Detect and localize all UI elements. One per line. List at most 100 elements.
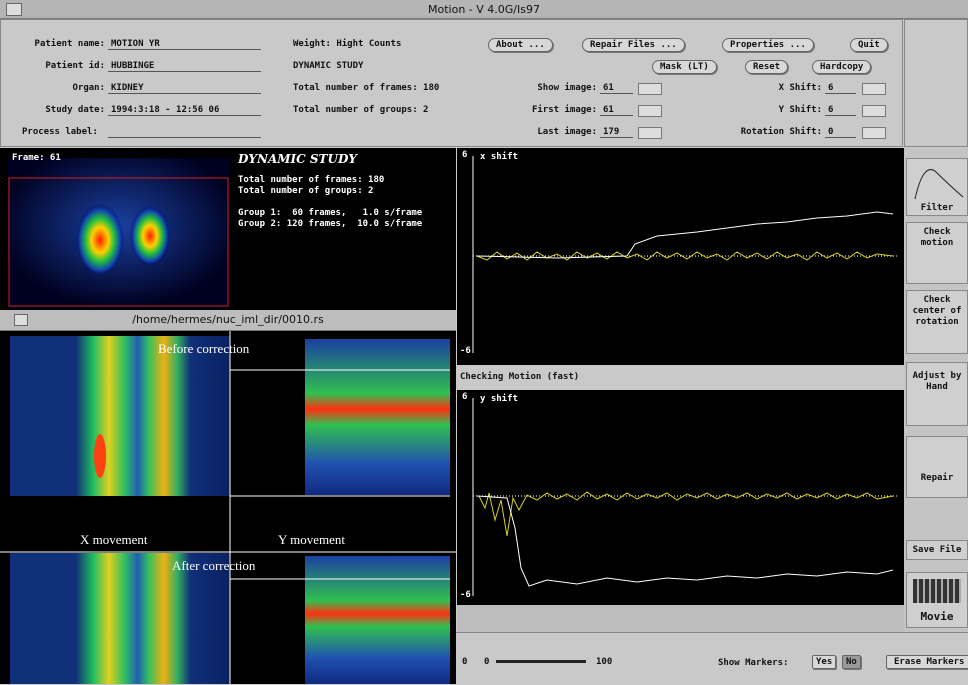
field-value[interactable]: KIDNEY xyxy=(108,83,261,94)
control-label: Rotation Shift: xyxy=(740,127,822,137)
roi-box xyxy=(8,177,229,307)
control-value[interactable]: 179 xyxy=(600,127,633,138)
tool-label: Movie xyxy=(920,610,954,623)
side-panel xyxy=(904,19,968,147)
viewer-line: Group 2: 120 frames, 10.0 s/frame xyxy=(238,219,423,229)
bottom-bar xyxy=(456,632,968,685)
study-type: DYNAMIC STUDY xyxy=(293,61,364,71)
field-value[interactable] xyxy=(108,127,261,138)
plot-footer xyxy=(457,605,904,632)
kidney xyxy=(130,206,170,266)
properties-button[interactable]: Properties ... xyxy=(722,38,814,52)
spinner[interactable] xyxy=(638,83,662,95)
tool-label: Check motion xyxy=(920,227,954,248)
control-value[interactable]: 6 xyxy=(825,83,856,94)
spinner[interactable] xyxy=(862,83,886,95)
slider-max: 100 xyxy=(596,657,613,667)
markers-label: Show Markers: xyxy=(718,658,789,668)
viewer-heading: DYNAMIC STUDY xyxy=(238,152,357,166)
sinogram-titlebar xyxy=(0,310,456,331)
control-value[interactable]: 6 xyxy=(825,105,856,116)
hotspot xyxy=(94,434,106,478)
filter-button[interactable]: Filter xyxy=(906,158,968,216)
before-y-image xyxy=(305,339,450,495)
hardcopy-button[interactable]: Hardcopy xyxy=(812,60,872,74)
about-button[interactable]: About ... xyxy=(488,38,553,52)
erase-markers-button[interactable]: Erase Markers xyxy=(886,655,968,669)
y-max-tick: 6 xyxy=(462,150,468,160)
field-label: Patient name: xyxy=(34,39,105,49)
sinogram-path: /home/hermes/nuc_iml_dir/0010.rs xyxy=(132,313,324,326)
study-frames: Total number of frames: 180 xyxy=(293,83,440,93)
field-label: Process label: xyxy=(22,127,98,137)
control-value[interactable]: 61 xyxy=(600,83,633,94)
field-value[interactable]: MOTION YR xyxy=(108,39,261,50)
y-shift-trace xyxy=(476,495,894,587)
after-label: After correction xyxy=(172,558,256,573)
control-value[interactable]: 0 xyxy=(825,127,856,138)
plot-area xyxy=(457,148,904,632)
x-shift-trace xyxy=(476,211,894,259)
field-value[interactable]: HUBBINGE xyxy=(108,61,261,72)
kidney xyxy=(76,204,124,276)
plot-label: y shift xyxy=(480,394,518,404)
plot-label: x shift xyxy=(480,152,518,162)
status-bar xyxy=(457,365,904,390)
tool-label: Adjust by Hand xyxy=(912,371,962,392)
window-title: Motion - V 4.0G/Is97 xyxy=(428,3,540,16)
before-label: Before correction xyxy=(158,341,250,356)
frame-label: Frame: 61 xyxy=(12,153,61,163)
repair-button[interactable]: Repair xyxy=(906,436,968,498)
y-min-tick: -6 xyxy=(460,590,471,600)
save-file-button[interactable]: Save File xyxy=(906,540,968,560)
title-bar xyxy=(0,0,968,19)
after-y-image xyxy=(305,556,450,684)
field-label: Study date: xyxy=(45,105,105,115)
status-text: Checking Motion (fast) xyxy=(460,372,580,382)
study-groups: Total number of groups: 2 xyxy=(293,105,429,115)
movie-button[interactable]: Movie xyxy=(906,572,968,628)
form-panel xyxy=(0,19,903,147)
yes-button[interactable]: Yes xyxy=(812,655,837,669)
control-label: First image: xyxy=(531,105,597,115)
no-button[interactable]: No xyxy=(842,655,861,669)
after-x-image xyxy=(10,553,230,684)
y-max-tick: 6 xyxy=(462,392,468,402)
window-menu[interactable] xyxy=(14,314,28,326)
reset-button[interactable]: Reset xyxy=(745,60,789,74)
tool-label: Check center of rotation xyxy=(912,295,962,327)
field-label: Organ: xyxy=(72,83,105,93)
spinner[interactable] xyxy=(862,105,886,117)
spinner[interactable] xyxy=(638,105,662,117)
check-center-button[interactable]: Check center of rotation xyxy=(906,290,968,354)
quit-button[interactable]: Quit xyxy=(850,38,888,52)
movie-icon xyxy=(913,579,961,603)
window-menu[interactable] xyxy=(6,3,22,16)
viewer-line: Group 1: 60 frames, 1.0 s/frame xyxy=(238,208,423,218)
y-shift-trace xyxy=(478,491,894,537)
control-label: X Shift: xyxy=(778,83,822,93)
control-label: Y Shift: xyxy=(778,105,822,115)
field-value[interactable]: 1994:3:18 - 12:56 06 xyxy=(108,105,261,116)
x-shift-trace xyxy=(476,251,894,261)
control-value[interactable]: 61 xyxy=(600,105,633,116)
mask-button[interactable]: Mask (LT) xyxy=(652,60,717,74)
adjust-button[interactable]: Adjust by Hand xyxy=(906,362,968,426)
slider-value: 0 xyxy=(484,657,490,667)
tool-label: Filter xyxy=(920,203,954,213)
x-movement-label: X movement xyxy=(80,532,148,547)
sinogram-view xyxy=(0,331,456,684)
y-min-tick: -6 xyxy=(460,346,471,356)
control-label: Show image: xyxy=(537,83,597,93)
slider-track[interactable] xyxy=(496,660,586,663)
repair-files-button[interactable]: Repair Files ... xyxy=(582,38,685,52)
viewer-line: Total number of frames: 180 xyxy=(238,175,385,185)
viewer-line: Total number of groups: 2 xyxy=(238,186,374,196)
field-label: Patient id: xyxy=(45,61,105,71)
spinner[interactable] xyxy=(862,127,886,139)
spinner[interactable] xyxy=(638,127,662,139)
filter-icon xyxy=(914,169,964,200)
tool-label: Repair xyxy=(920,473,954,483)
check-motion-button[interactable]: Check motion xyxy=(906,222,968,284)
